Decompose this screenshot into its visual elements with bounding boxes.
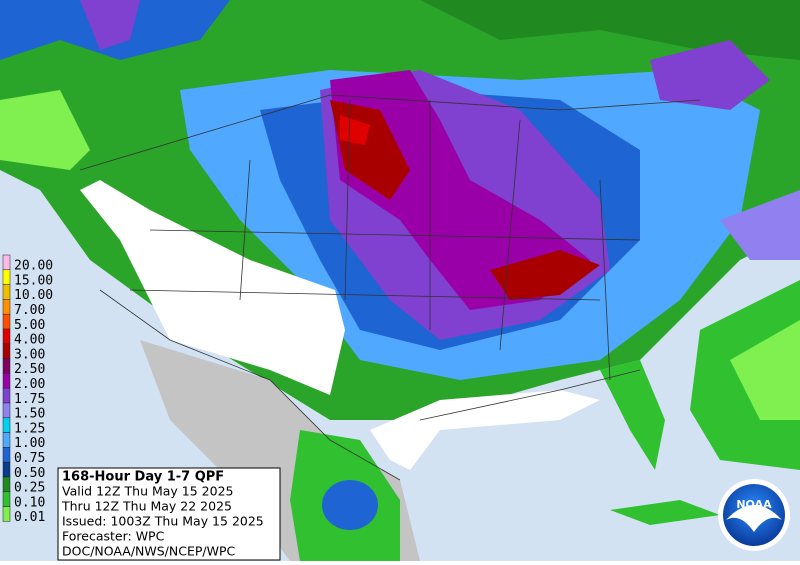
info-title: 168-Hour Day 1-7 QPF bbox=[62, 470, 224, 485]
info-line: Valid 12Z Thu May 15 2025 bbox=[62, 484, 234, 499]
legend-swatch bbox=[2, 447, 11, 463]
legend-label: 20.00 bbox=[14, 259, 53, 274]
legend-label: 1.25 bbox=[14, 421, 45, 436]
legend-swatch bbox=[2, 313, 11, 330]
info-box bbox=[57, 467, 281, 561]
noaa-logo: NOAA bbox=[718, 479, 790, 551]
legend-label: 1.50 bbox=[14, 407, 45, 422]
logo-text: NOAA bbox=[736, 498, 772, 511]
legend-label: 15.00 bbox=[14, 273, 53, 288]
legend-swatch bbox=[2, 476, 11, 493]
legend-swatch bbox=[2, 387, 11, 404]
legend-label: 0.75 bbox=[14, 451, 45, 466]
info-line: Forecaster: WPC bbox=[62, 529, 165, 544]
legend-label: 0.50 bbox=[14, 466, 45, 481]
legend-swatch bbox=[2, 417, 11, 433]
legend-label: 0.01 bbox=[14, 510, 45, 525]
legend-swatch bbox=[2, 506, 11, 522]
legend-label: 2.00 bbox=[14, 377, 45, 392]
legend-swatch bbox=[2, 358, 11, 374]
legend-swatch bbox=[2, 491, 11, 507]
legend-label: 1.00 bbox=[14, 436, 45, 451]
legend-swatch bbox=[2, 402, 11, 419]
legend-swatch bbox=[2, 269, 11, 285]
legend-label: 2.50 bbox=[14, 362, 45, 377]
legend-swatch bbox=[2, 343, 11, 359]
legend-label: 5.00 bbox=[14, 318, 45, 333]
legend-swatch bbox=[2, 373, 11, 389]
info-line: Issued: 1003Z Thu May 15 2025 bbox=[62, 514, 264, 529]
legend-label: 1.75 bbox=[14, 392, 45, 407]
legend-label: 4.00 bbox=[14, 333, 45, 348]
legend-label: 0.10 bbox=[14, 495, 45, 510]
legend-swatch bbox=[2, 461, 11, 478]
legend-swatch bbox=[2, 432, 11, 448]
logo-bird bbox=[726, 505, 782, 532]
info-line: Thru 12Z Thu May 22 2025 bbox=[61, 499, 232, 514]
legend-swatch bbox=[2, 254, 11, 271]
legend-label: 0.25 bbox=[14, 481, 45, 496]
legend-label: 7.00 bbox=[14, 303, 45, 318]
legend-swatch bbox=[2, 328, 11, 345]
legend-label: 3.00 bbox=[14, 347, 45, 362]
legend-swatch bbox=[2, 284, 11, 300]
borders bbox=[79, 94, 701, 481]
legend-swatch bbox=[2, 299, 11, 315]
legend-label: 10.00 bbox=[14, 288, 53, 303]
info-line: DOC/NOAA/NWS/NCEP/WPC bbox=[62, 544, 236, 559]
